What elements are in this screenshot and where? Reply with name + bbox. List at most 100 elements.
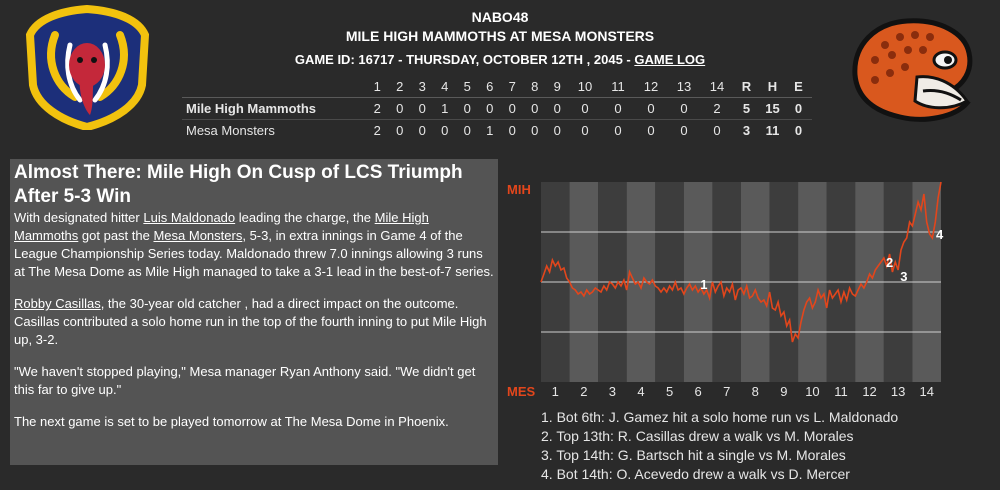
player-link-maldonado[interactable]: Luis Maldonado	[143, 210, 236, 225]
win-probability-line	[540, 181, 942, 343]
inning-score: 0	[614, 101, 622, 116]
inning-score: 1	[486, 123, 494, 138]
errors-total: 0	[794, 101, 803, 116]
x-tick-label: 11	[834, 384, 848, 399]
inning-score: 0	[463, 123, 471, 138]
inning-score: 0	[531, 123, 539, 138]
story-paragraph: Robby Casillas, the 30-year old catcher …	[14, 295, 494, 349]
runs-header: R	[741, 79, 752, 94]
story-headline: Almost There: Mile High On Cusp of LCS T…	[14, 162, 463, 207]
key-event: 4. Bot 14th: O. Acevedo drew a walk vs D…	[541, 466, 850, 482]
x-tick-label: 2	[580, 384, 587, 399]
inning-score: 0	[508, 101, 516, 116]
inning-header: 4	[441, 79, 449, 94]
inning-header: 3	[418, 79, 426, 94]
runs-total: 3	[742, 123, 751, 138]
game-log-link[interactable]: GAME LOG	[634, 52, 706, 67]
inning-score: 0	[418, 123, 426, 138]
team-name: Mesa Monsters	[186, 123, 275, 138]
x-tick-label: 1	[552, 384, 559, 399]
inning-score: 0	[396, 123, 404, 138]
mesa-monsters-logo	[845, 5, 980, 130]
inning-header: 11	[611, 79, 625, 94]
x-tick-label: 14	[919, 384, 933, 399]
x-tick-label: 12	[862, 384, 876, 399]
table-row: Mile High Mammoths 2 0 0 1 0 0 0 0 0 0 0…	[182, 97, 812, 120]
team-column-header	[182, 76, 366, 98]
inning-header: 5	[463, 79, 471, 94]
game-info-text: GAME ID: 16717 - THURSDAY, OCTOBER 12TH …	[294, 52, 635, 67]
key-event: 2. Top 13th: R. Casillas drew a walk vs …	[541, 428, 854, 444]
mile-high-mammoths-logo	[20, 4, 155, 132]
team-link-mammoths[interactable]: Mile High Mammoths	[14, 210, 429, 243]
inning-score: 2	[373, 101, 381, 116]
inning-score: 0	[508, 123, 516, 138]
inning-score: 0	[531, 101, 539, 116]
story-text: leading the charge, the	[235, 210, 375, 225]
errors-header: E	[794, 79, 803, 94]
x-tick-label: 9	[780, 384, 787, 399]
inning-score: 0	[581, 101, 589, 116]
event-marker: 4	[936, 227, 944, 242]
key-event: 3. Top 14th: G. Bartsch hit a single vs …	[541, 447, 846, 463]
inning-score: 2	[373, 123, 381, 138]
inning-score: 0	[553, 123, 561, 138]
event-marker: 2	[886, 255, 893, 270]
inning-header: 2	[396, 79, 404, 94]
hits-total: 11	[765, 123, 780, 138]
inning-score: 1	[441, 101, 449, 116]
inning-score: 0	[647, 101, 655, 116]
story-text: With designated hitter	[14, 210, 144, 225]
chart-top-label: MIH	[507, 182, 531, 197]
inning-score: 0	[486, 101, 494, 116]
event-marker: 1	[700, 277, 707, 292]
inning-header: 6	[486, 79, 494, 94]
game-header: NABO48 MILE HIGH MAMMOTHS AT MESA MONSTE…	[200, 8, 800, 70]
inning-score: 0	[553, 101, 561, 116]
inning-score: 0	[441, 123, 449, 138]
inning-header: 12	[643, 79, 659, 94]
inning-score: 0	[713, 123, 721, 138]
x-tick-label: 8	[752, 384, 759, 399]
game-info: GAME ID: 16717 - THURSDAY, OCTOBER 12TH …	[200, 50, 800, 70]
game-story: Almost There: Mile High On Cusp of LCS T…	[10, 159, 498, 465]
league-name: NABO48	[471, 9, 529, 25]
team-link-monsters[interactable]: Mesa Monsters	[153, 228, 243, 243]
inning-score: 0	[418, 101, 426, 116]
key-event: 1. Bot 6th: J. Gamez hit a solo home run…	[541, 409, 899, 425]
inning-score: 0	[647, 123, 655, 138]
x-tick-label: 4	[637, 384, 644, 399]
table-row: Mesa Monsters 2 0 0 0 0 1 0 0 0 0 0 0 0 …	[182, 119, 812, 142]
inning-score: 0	[463, 101, 471, 116]
story-paragraph: With designated hitter Luis Maldonado le…	[14, 209, 494, 281]
x-tick-label: 13	[891, 384, 905, 399]
story-text: , 5-3, in extra innings in Game 4 of the…	[14, 228, 494, 279]
inning-header: 9	[553, 79, 561, 94]
story-paragraph: "We haven't stopped playing," Mesa manag…	[14, 364, 476, 397]
hits-header: H	[767, 79, 778, 94]
win-probability-chart: 1 2 3 4 5 6 7 8 9 10 11 12 13 14 MIH MES 1 2 3 4	[505, 172, 945, 402]
inning-score: 2	[713, 101, 721, 116]
box-score-table: 1 2 3 4 5 6 7 8 9 10 11 12 13 14 R H E M…	[182, 76, 812, 141]
inning-header: 14	[709, 79, 725, 94]
inning-score: 0	[680, 123, 688, 138]
x-tick-label: 10	[805, 384, 819, 399]
team-name: Mile High Mammoths	[186, 101, 317, 116]
x-tick-label: 3	[609, 384, 616, 399]
inning-header: 8	[531, 79, 539, 94]
player-link-casillas[interactable]: Robby Casillas	[14, 296, 101, 311]
runs-total: 5	[742, 101, 751, 116]
inning-header: 7	[508, 79, 516, 94]
story-paragraph: The next game is set to be played tomorr…	[14, 414, 449, 429]
inning-score: 0	[396, 101, 404, 116]
x-tick-label: 7	[723, 384, 730, 399]
x-tick-label: 6	[695, 384, 702, 399]
story-text: , the 30-year old catcher , had a direct…	[14, 296, 487, 347]
story-text: got past the	[78, 228, 154, 243]
inning-header: 1	[373, 79, 381, 94]
box-score-header-row: 1 2 3 4 5 6 7 8 9 10 11 12 13 14 R H E	[182, 76, 812, 98]
key-events-list: 1. Bot 6th: J. Gamez hit a solo home run…	[541, 408, 981, 484]
errors-total: 0	[794, 123, 803, 138]
inning-score: 0	[680, 101, 688, 116]
